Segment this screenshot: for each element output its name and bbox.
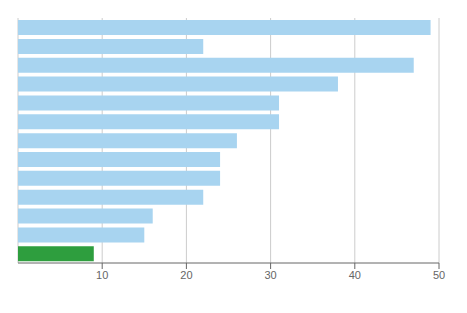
svg-text:10: 10 [96,269,108,281]
svg-text:30: 30 [264,269,276,281]
svg-text:20: 20 [180,269,192,281]
svg-text:40: 40 [349,269,361,281]
svg-text:50: 50 [433,269,445,281]
